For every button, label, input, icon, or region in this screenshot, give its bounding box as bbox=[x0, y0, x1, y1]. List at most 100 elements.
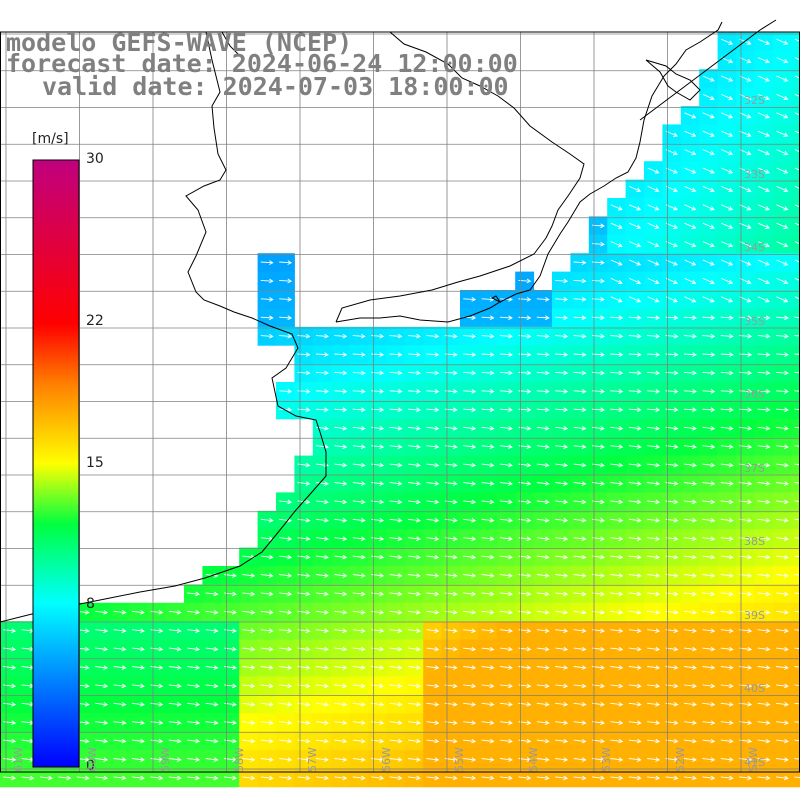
wind-arrow bbox=[223, 573, 237, 578]
wind-arrow bbox=[794, 610, 800, 613]
wind-arrow bbox=[794, 666, 800, 668]
wind-arrow bbox=[223, 646, 237, 652]
wind-arrow bbox=[629, 204, 642, 211]
wind-arrow bbox=[702, 720, 716, 726]
wind-arrow bbox=[775, 481, 789, 486]
wind-cell bbox=[791, 69, 800, 89]
wind-arrow bbox=[573, 260, 587, 265]
wind-cell bbox=[791, 529, 800, 549]
wind-arrow bbox=[371, 775, 385, 781]
coastline-upper-segment bbox=[221, 31, 241, 57]
wind-arrow bbox=[352, 646, 366, 652]
wind-arrow bbox=[647, 591, 661, 597]
wind-arrow bbox=[794, 316, 800, 319]
wind-arrow bbox=[647, 241, 660, 248]
wind-arrow bbox=[315, 518, 329, 523]
wind-arrow bbox=[665, 277, 678, 285]
wind-arrow bbox=[315, 683, 329, 689]
wind-arrow bbox=[591, 775, 605, 781]
wind-arrow bbox=[3, 628, 17, 634]
wind-arrow bbox=[260, 315, 274, 321]
wind-arrow bbox=[721, 241, 734, 248]
wind-cell bbox=[791, 234, 800, 254]
wind-arrow bbox=[279, 591, 293, 597]
wind-arrow bbox=[610, 259, 623, 266]
wind-arrow bbox=[757, 93, 770, 101]
wind-arrow bbox=[444, 775, 458, 781]
wind-arrow bbox=[739, 185, 752, 193]
wind-arrow bbox=[647, 222, 660, 229]
wind-arrow bbox=[720, 720, 734, 726]
wind-arrow bbox=[242, 775, 256, 781]
wind-arrow bbox=[352, 757, 366, 762]
wind-arrow bbox=[794, 38, 800, 42]
wind-arrow bbox=[702, 646, 716, 652]
valid-date: valid date: 2024-07-03 18:00:00 bbox=[42, 72, 509, 101]
wind-arrow bbox=[113, 757, 127, 762]
wind-arrow bbox=[352, 426, 366, 431]
wind-arrow bbox=[702, 259, 715, 266]
wind-arrow bbox=[573, 352, 587, 357]
wind-arrow bbox=[150, 646, 164, 652]
wind-arrow bbox=[647, 720, 661, 726]
wind-arrow bbox=[776, 241, 789, 248]
wind-arrow bbox=[315, 646, 329, 652]
wind-arrow bbox=[481, 426, 495, 431]
wind-arrow bbox=[389, 720, 403, 726]
wind-arrow bbox=[628, 352, 642, 357]
wind-arrow bbox=[334, 610, 348, 615]
wind-arrow bbox=[684, 277, 697, 285]
wind-arrow bbox=[389, 536, 403, 542]
wind-arrow bbox=[555, 757, 569, 762]
wind-arrow bbox=[610, 757, 624, 762]
wind-arrow bbox=[647, 573, 661, 578]
wind-arrow bbox=[702, 352, 716, 357]
wind-arrow bbox=[389, 591, 403, 597]
wind-arrow bbox=[463, 646, 477, 652]
wind-arrow bbox=[279, 628, 293, 634]
wind-arrow bbox=[205, 628, 219, 634]
wind-arrow bbox=[187, 720, 201, 726]
wind-arrow bbox=[260, 518, 274, 523]
wind-arrow bbox=[702, 702, 716, 707]
wind-arrow bbox=[573, 278, 587, 284]
wind-arrow bbox=[205, 702, 219, 707]
wind-arrow bbox=[628, 481, 642, 486]
wind-arrow bbox=[279, 315, 293, 321]
wind-arrow bbox=[776, 296, 789, 303]
wind-arrow bbox=[113, 628, 127, 634]
wind-arrow bbox=[665, 241, 678, 248]
wind-arrow bbox=[794, 93, 800, 98]
wind-arrow bbox=[665, 185, 678, 193]
wind-arrow bbox=[389, 702, 403, 707]
wind-arrow bbox=[407, 591, 421, 597]
wind-arrow bbox=[702, 222, 715, 229]
wind-arrow bbox=[536, 665, 550, 670]
wind-arrow bbox=[168, 702, 182, 707]
wind-arrow bbox=[426, 591, 440, 597]
wind-arrow bbox=[647, 536, 661, 542]
wind-arrow bbox=[683, 499, 697, 505]
wind-arrow bbox=[113, 720, 127, 726]
wind-arrow bbox=[334, 646, 348, 652]
wind-arrow bbox=[610, 536, 624, 542]
wind-arrow bbox=[260, 610, 274, 615]
wind-arrow bbox=[702, 683, 716, 689]
wind-arrow bbox=[555, 518, 569, 523]
wind-arrow bbox=[775, 536, 789, 542]
wind-arrow bbox=[794, 130, 800, 134]
wind-arrow bbox=[407, 481, 421, 486]
longitude-label: 55W bbox=[453, 747, 466, 772]
wind-arrow bbox=[573, 389, 587, 394]
wind-arrow bbox=[407, 370, 421, 376]
wind-arrow bbox=[463, 573, 477, 578]
wind-arrow bbox=[536, 610, 550, 615]
wind-arrow bbox=[113, 738, 127, 744]
wind-arrow bbox=[499, 702, 513, 707]
wind-arrow bbox=[720, 462, 734, 468]
wind-arrow bbox=[536, 462, 550, 468]
wind-arrow bbox=[555, 702, 569, 707]
wind-arrow bbox=[426, 628, 440, 634]
wind-arrow bbox=[536, 536, 550, 542]
wind-cell bbox=[791, 418, 800, 438]
